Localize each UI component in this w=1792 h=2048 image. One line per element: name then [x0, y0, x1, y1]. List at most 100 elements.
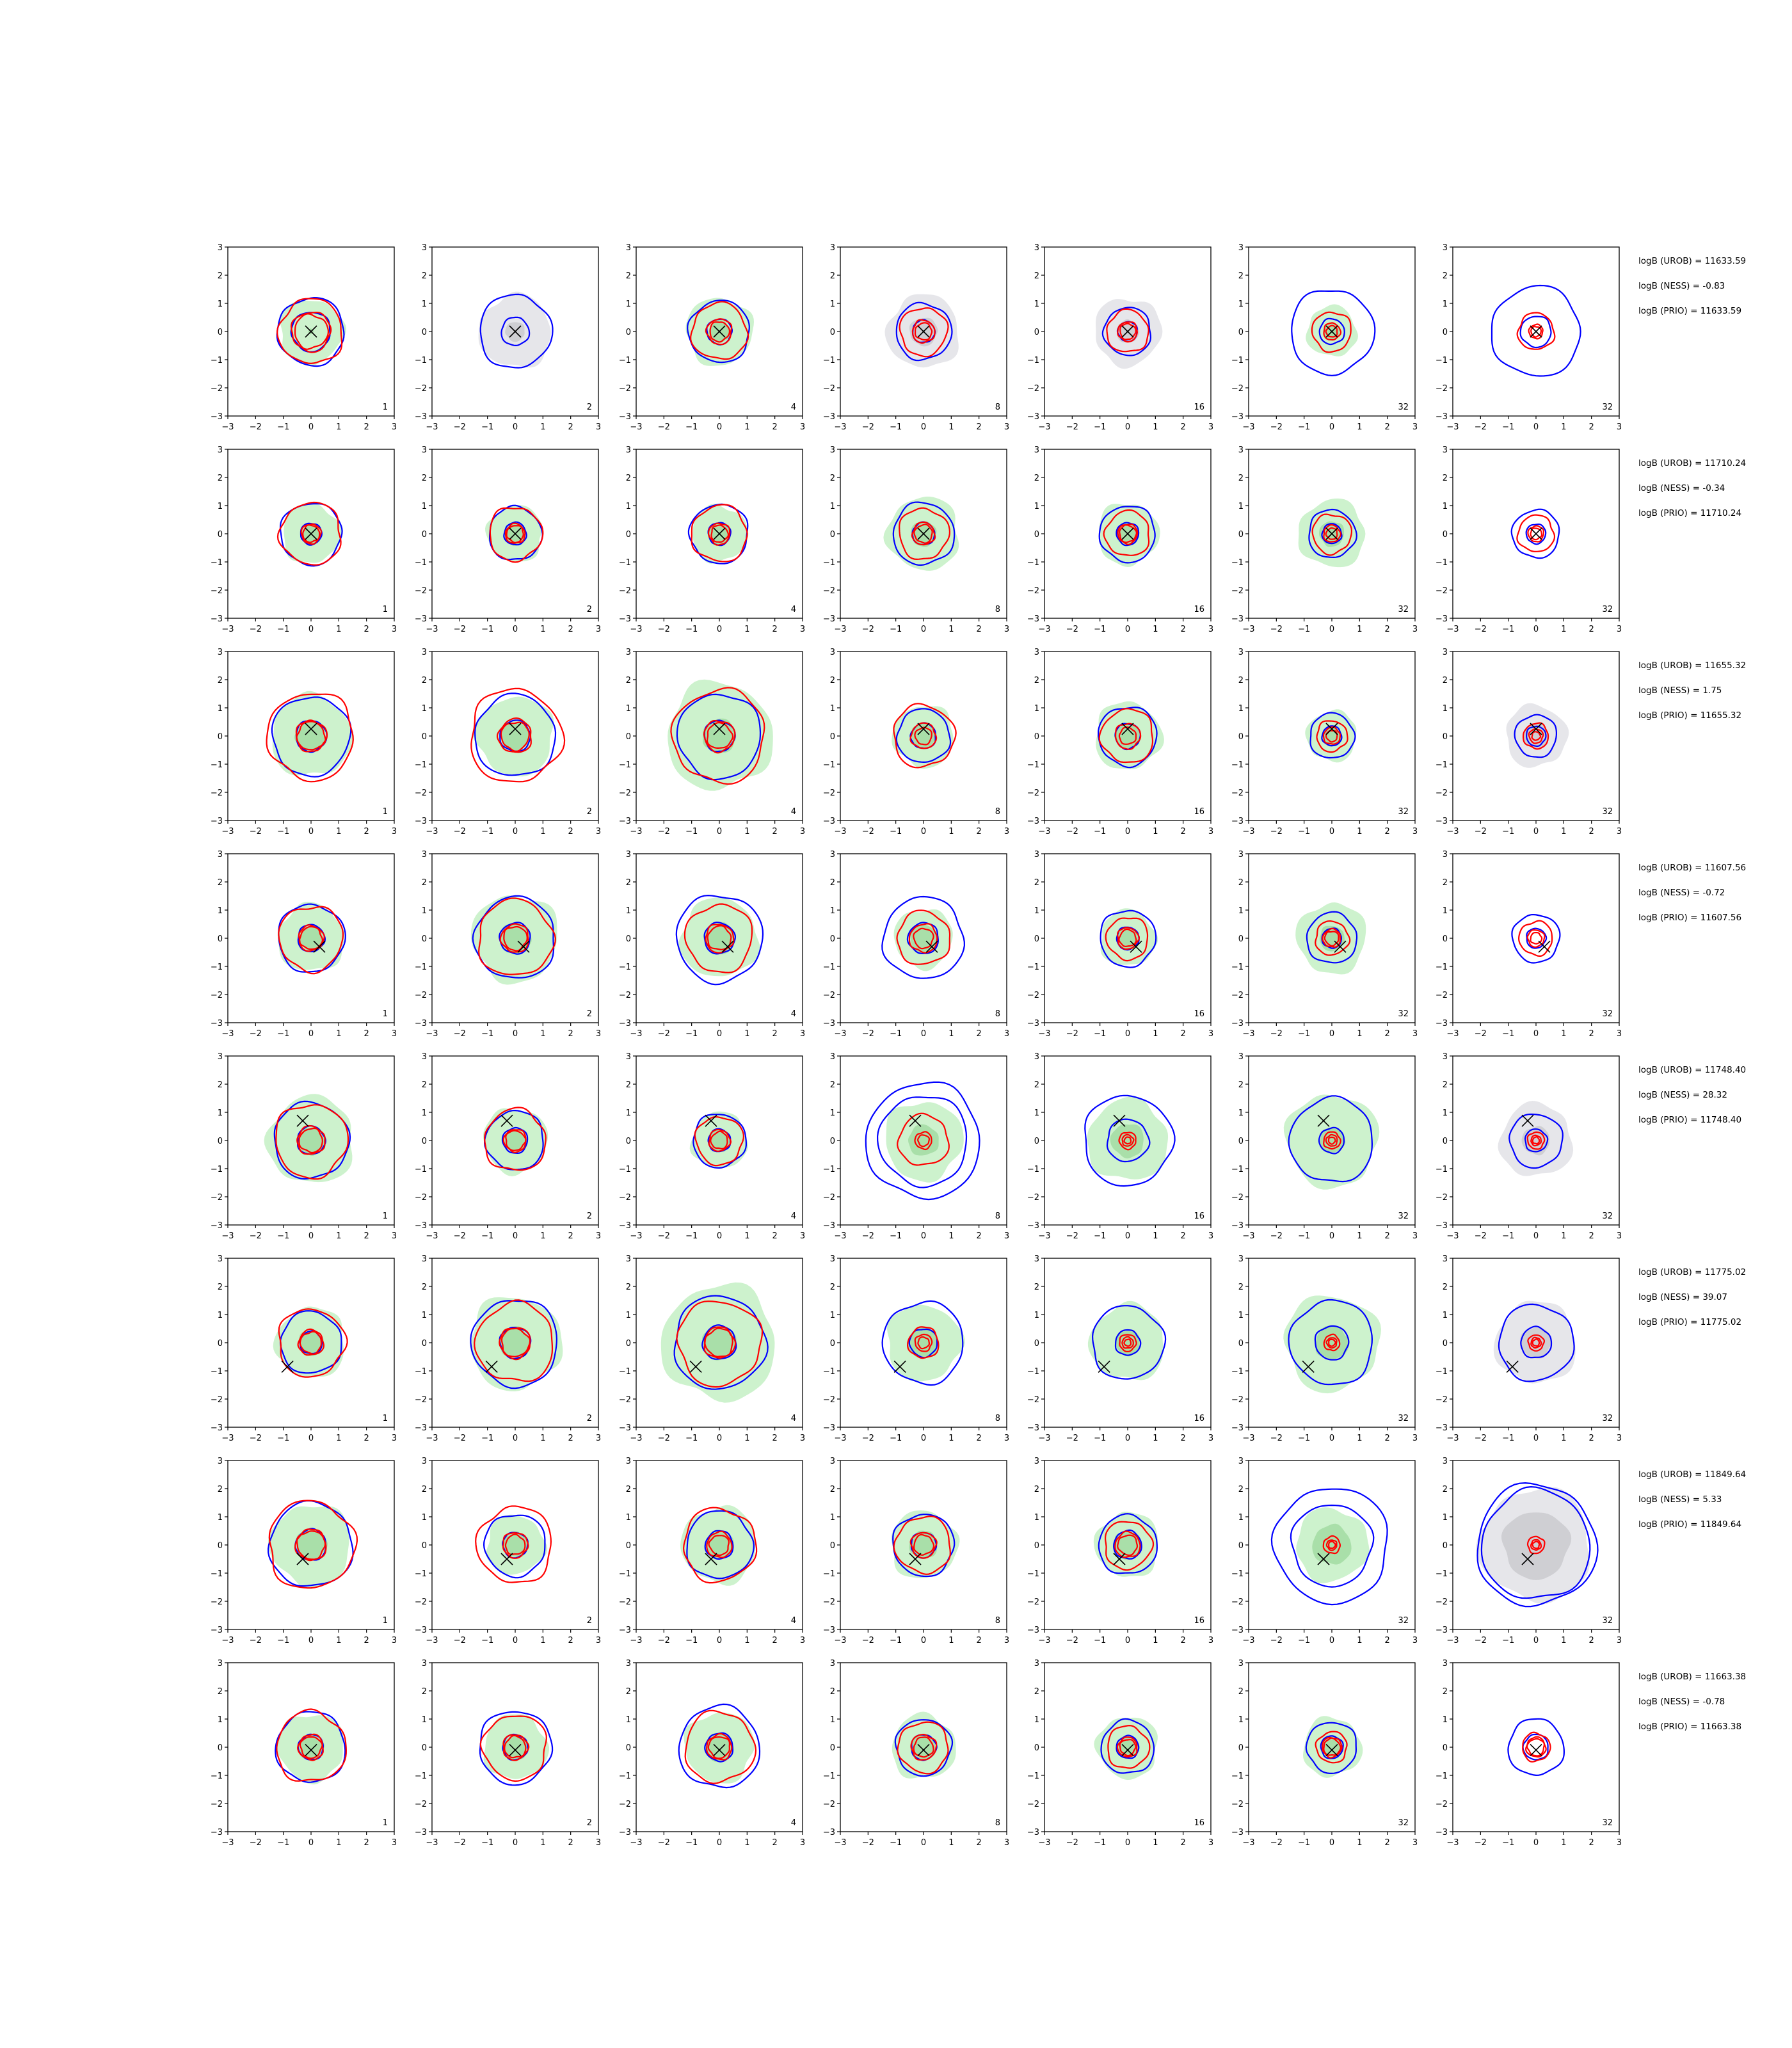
y-tick-label: 3	[218, 850, 223, 860]
x-tick-label: −1	[277, 1231, 289, 1241]
row-annotation: logB (UROB) = 11607.56	[1638, 863, 1746, 873]
x-tick-label: −2	[250, 1434, 262, 1443]
panel-plot-area	[881, 1300, 965, 1386]
panel-plot-area	[865, 1081, 980, 1201]
x-tick-label: −1	[1094, 1231, 1106, 1241]
reference-marker	[713, 325, 726, 338]
reference-marker	[305, 325, 317, 338]
blue-contour	[1305, 1722, 1357, 1774]
x-tick-label: 1	[744, 1838, 749, 1848]
y-tick-label: −3	[1027, 1019, 1039, 1028]
blue-contour	[881, 1300, 964, 1386]
panel-label: 4	[791, 1616, 796, 1626]
reference-marker	[305, 1743, 317, 1756]
x-tick-label: −3	[1038, 1838, 1050, 1848]
x-tick-label: 0	[1329, 422, 1334, 432]
x-tick-label: −3	[221, 1434, 234, 1443]
x-tick-label: 0	[1533, 1838, 1539, 1848]
panel-label: 4	[791, 605, 796, 614]
x-tick-label: 2	[1181, 625, 1186, 634]
y-tick-label: −3	[619, 1221, 631, 1231]
x-tick-label: 2	[1181, 1636, 1186, 1645]
x-tick-label: 1	[948, 625, 954, 634]
y-tick-label: −1	[1231, 760, 1244, 770]
panel-label: 32	[1398, 1212, 1409, 1221]
x-tick-label: −2	[658, 827, 670, 836]
panel-plot-area	[276, 296, 347, 367]
y-tick-label: 0	[1238, 1339, 1244, 1348]
y-tick-label: 1	[1238, 1715, 1244, 1725]
y-tick-label: 2	[626, 676, 631, 685]
y-tick-label: −2	[1436, 991, 1448, 1000]
density-core	[299, 1734, 324, 1760]
reference-marker	[1530, 527, 1542, 540]
x-tick-label: 1	[336, 422, 341, 432]
x-tick-label: 0	[513, 827, 518, 836]
y-tick-label: 3	[626, 850, 631, 860]
x-tick-label: 3	[1412, 1636, 1418, 1645]
red-contour	[276, 1708, 348, 1782]
density-core	[504, 1128, 527, 1151]
red-contour	[499, 923, 529, 953]
y-tick-label: 3	[422, 445, 427, 455]
y-tick-label: 2	[626, 878, 631, 888]
y-tick-label: −1	[415, 760, 427, 770]
panel-plot-area	[689, 1111, 748, 1169]
y-tick-label: −3	[211, 1626, 223, 1635]
y-tick-label: 3	[1034, 445, 1039, 455]
x-tick-label: −2	[1270, 1231, 1283, 1241]
x-tick-label: 3	[1208, 422, 1213, 432]
y-tick-label: −1	[619, 1367, 631, 1377]
x-tick-label: 2	[977, 1029, 982, 1039]
red-contour	[910, 1733, 938, 1761]
red-contour	[1325, 1337, 1338, 1349]
y-tick-label: 2	[1238, 878, 1244, 888]
x-tick-label: 2	[568, 422, 573, 432]
panel-r5-c2: −3−3 −2 −2 −1 −1 0 0 1 1 2 2 3 3 2	[415, 1052, 601, 1241]
x-tick-label: 3	[392, 827, 397, 836]
red-contour	[290, 311, 332, 353]
y-tick-label: 2	[1443, 676, 1448, 685]
panel-label: 16	[1194, 403, 1204, 412]
panel-r2-c6: −3−3 −2 −2 −1 −1 0 0 1 1 2 2 3 3 32	[1231, 445, 1418, 634]
panel-plot-area	[1094, 1717, 1158, 1780]
y-tick-label: 0	[830, 530, 835, 540]
red-contour	[710, 524, 730, 543]
x-tick-label: 0	[717, 1636, 722, 1645]
x-tick-label: 1	[540, 1838, 545, 1848]
x-tick-label: −2	[454, 1636, 466, 1645]
x-tick-label: 1	[540, 1231, 545, 1241]
red-contour	[706, 722, 734, 749]
x-tick-label: −3	[426, 1838, 438, 1848]
x-tick-label: −3	[630, 422, 642, 432]
x-tick-label: −2	[1066, 625, 1078, 634]
y-tick-label: 0	[1238, 1137, 1244, 1146]
red-contour	[913, 1533, 935, 1556]
x-tick-label: −2	[454, 1434, 466, 1443]
x-tick-label: 2	[1181, 1029, 1186, 1039]
red-contour	[479, 1715, 547, 1782]
x-tick-label: 3	[1004, 1434, 1009, 1443]
y-tick-label: 3	[218, 1254, 223, 1264]
x-tick-label: −3	[1446, 1838, 1459, 1848]
x-tick-label: 3	[1004, 1636, 1009, 1645]
x-tick-label: 1	[948, 1636, 954, 1645]
y-tick-label: −3	[1436, 1221, 1448, 1231]
y-tick-label: −2	[415, 991, 427, 1000]
y-tick-label: 1	[422, 502, 427, 511]
x-tick-label: −2	[1475, 625, 1487, 634]
y-tick-label: −2	[1027, 1193, 1039, 1203]
panel-r3-c1: −3−3 −2 −2 −1 −1 0 0 1 1 2 2 3 3 1	[211, 648, 397, 836]
x-tick-label: −3	[1242, 1231, 1254, 1241]
x-tick-label: 3	[800, 422, 805, 432]
row-annotation: logB (NESS) = 28.32	[1638, 1090, 1727, 1100]
panel-plot-area	[687, 503, 749, 564]
x-tick-label: −2	[862, 1636, 874, 1645]
y-tick-label: 2	[626, 1283, 631, 1292]
red-contour	[893, 1516, 951, 1575]
y-tick-label: −2	[415, 586, 427, 596]
y-tick-label: 2	[830, 1080, 835, 1090]
density-core	[500, 1326, 531, 1358]
y-tick-label: 3	[218, 445, 223, 455]
